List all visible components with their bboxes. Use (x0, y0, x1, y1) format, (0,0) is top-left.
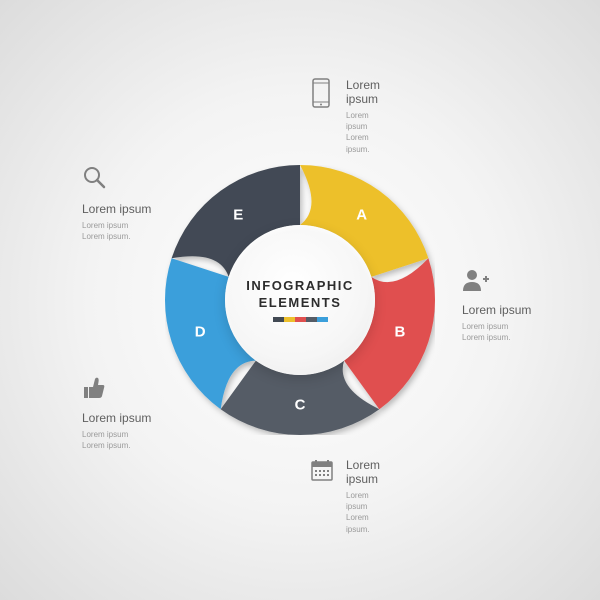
color-swatch (284, 317, 295, 322)
magnifier-icon (82, 165, 108, 191)
callout-C-title: Lorem ipsum (346, 458, 380, 486)
calendar-icon (310, 458, 334, 482)
callout-B-title: Lorem ipsum (462, 303, 531, 317)
color-swatch (273, 317, 284, 322)
center-circle: INFOGRAPHIC ELEMENTS (225, 225, 375, 375)
callout-B: Lorem ipsum Lorem ipsum Lorem ipsum. (462, 268, 531, 343)
color-swatch (295, 317, 306, 322)
callout-E: Lorem ipsum Lorem ipsum Lorem ipsum. (82, 165, 151, 242)
callout-A: Lorem ipsum Lorem ipsum Lorem ipsum. (310, 78, 332, 113)
callout-E-body: Lorem ipsum Lorem ipsum. (82, 220, 151, 242)
center-title-line1: INFOGRAPHIC (246, 278, 354, 293)
callout-C: Lorem ipsum Lorem ipsum Lorem ipsum. (310, 458, 334, 487)
phone-icon (310, 78, 332, 108)
donut-chart: INFOGRAPHIC ELEMENTS A B C D E (165, 165, 435, 435)
callout-A-title: Lorem ipsum (346, 78, 380, 106)
user-plus-icon (462, 268, 490, 292)
segment-label-E: E (233, 207, 243, 224)
center-color-bar (273, 317, 328, 322)
color-swatch (306, 317, 317, 322)
callout-C-body: Lorem ipsum Lorem ipsum. (346, 490, 380, 535)
callout-B-body: Lorem ipsum Lorem ipsum. (462, 321, 531, 343)
callout-D-title: Lorem ipsum (82, 411, 151, 425)
callout-A-body: Lorem ipsum Lorem ipsum. (346, 110, 380, 155)
segment-label-B: B (394, 324, 405, 341)
callout-D: Lorem ipsum Lorem ipsum Lorem ipsum. (82, 376, 151, 451)
callout-D-body: Lorem ipsum Lorem ipsum. (82, 429, 151, 451)
callout-E-title: Lorem ipsum (82, 202, 151, 216)
center-title: INFOGRAPHIC ELEMENTS (246, 278, 354, 311)
segment-label-D: D (195, 324, 206, 341)
center-title-line2: ELEMENTS (259, 295, 342, 310)
segment-label-C: C (295, 397, 306, 414)
segment-label-A: A (356, 207, 367, 224)
thumbs-up-icon (82, 376, 106, 400)
color-swatch (317, 317, 328, 322)
